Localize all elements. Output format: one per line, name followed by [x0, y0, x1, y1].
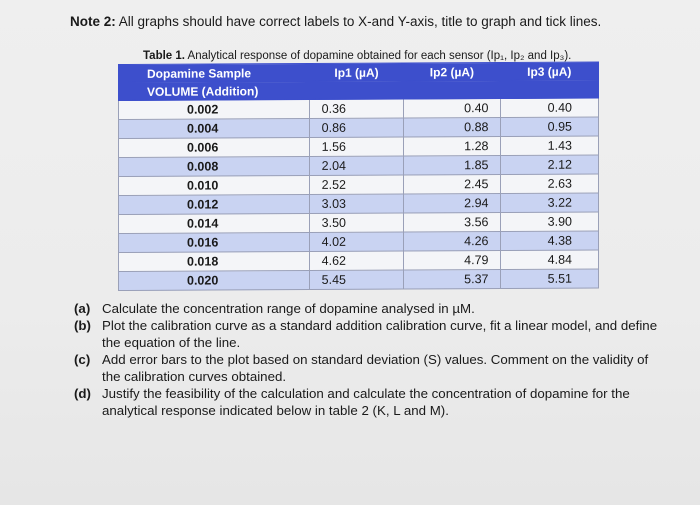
- table-row: 0.008 2.04 1.85 2.12: [118, 154, 599, 177]
- header-ip2: Ip2 (µA): [403, 62, 500, 82]
- question-text: Calculate the concentration range of dop…: [102, 301, 475, 316]
- table-row: 0.004 0.86 0.88 0.95: [118, 116, 599, 139]
- cell-ip2: 2.45: [403, 174, 500, 195]
- cell-ip2: 0.40: [403, 98, 500, 119]
- cell-ip1: 5.45: [309, 270, 404, 290]
- cell-ip1: 2.04: [309, 156, 404, 176]
- cell-ip3: 4.38: [500, 230, 599, 251]
- question-label: (a): [74, 301, 91, 316]
- header-volume-addition: VOLUME (Addition): [118, 81, 310, 101]
- header-ip3: Ip3 (µA): [500, 61, 599, 81]
- table-row: 0.018 4.62 4.79 4.84: [118, 249, 599, 272]
- cell-ip2: 0.88: [403, 117, 500, 138]
- header-blank: [500, 79, 599, 99]
- question-text: Add error bars to the plot based on stan…: [102, 352, 649, 384]
- header-dopamine-sample: Dopamine Sample: [118, 63, 310, 83]
- table-caption-text: Analytical response of dopamine obtained…: [187, 50, 572, 62]
- question-label: (d): [74, 386, 91, 401]
- table-row: 0.014 3.50 3.56 3.90: [118, 211, 599, 234]
- question-b: (b) Plot the calibration curve as a stan…: [74, 317, 664, 351]
- cell-ip2: 5.37: [403, 269, 500, 290]
- cell-ip2: 1.85: [403, 155, 500, 176]
- cell-ip3: 3.90: [500, 211, 599, 232]
- cell-ip3: 0.95: [500, 116, 599, 137]
- cell-ip1: 4.62: [309, 251, 404, 271]
- table-row: 0.020 5.45 5.37 5.51: [118, 268, 599, 291]
- cell-volume: 0.020: [118, 270, 310, 291]
- table-row: 0.002 0.36 0.40 0.40: [118, 97, 599, 120]
- question-label: (c): [74, 352, 91, 367]
- header-ip1: Ip1 (µA): [309, 63, 404, 82]
- cell-volume: 0.016: [118, 232, 310, 253]
- cell-ip3: 2.12: [500, 154, 599, 175]
- cell-ip2: 4.26: [403, 231, 500, 252]
- table-body: 0.002 0.36 0.40 0.40 0.004 0.86 0.88 0.95 0.006 1…: [118, 97, 599, 291]
- cell-ip3: 5.51: [500, 268, 599, 289]
- cell-ip1: 4.02: [309, 232, 404, 252]
- cell-ip1: 3.50: [309, 213, 404, 233]
- table-caption-prefix: Table 1.: [143, 50, 185, 62]
- question-text: Plot the calibration curve as a standard…: [102, 318, 658, 350]
- table-caption: Table 1. Analytical response of dopamine…: [143, 50, 571, 62]
- cell-volume: 0.010: [118, 175, 310, 196]
- header-blank: [309, 81, 404, 100]
- cell-volume: 0.012: [118, 194, 310, 215]
- question-text: Justify the feasibility of the calculati…: [102, 386, 630, 418]
- table-row: 0.006 1.56 1.28 1.43: [118, 135, 599, 158]
- cell-volume: 0.008: [118, 156, 310, 177]
- cell-volume: 0.014: [118, 213, 310, 234]
- note-text: All graphs should have correct labels to…: [118, 14, 602, 29]
- cell-ip3: 1.43: [500, 135, 599, 156]
- table-row: 0.016 4.02 4.26 4.38: [118, 230, 599, 253]
- header-blank: [403, 80, 500, 100]
- cell-ip1: 0.86: [309, 118, 404, 138]
- cell-volume: 0.002: [118, 99, 310, 120]
- cell-volume: 0.006: [118, 137, 310, 158]
- note-line: Note 2: All graphs should have correct l…: [70, 14, 601, 29]
- cell-ip3: 3.22: [500, 192, 599, 213]
- cell-ip2: 4.79: [403, 250, 500, 271]
- note-prefix: Note 2:: [70, 14, 116, 29]
- question-c: (c) Add error bars to the plot based on …: [74, 351, 664, 385]
- cell-ip3: 0.40: [500, 97, 599, 118]
- cell-volume: 0.018: [118, 251, 310, 272]
- cell-ip3: 4.84: [500, 249, 599, 270]
- cell-ip2: 3.56: [403, 212, 500, 233]
- question-a: (a) Calculate the concentration range of…: [74, 300, 664, 317]
- cell-ip1: 2.52: [309, 175, 404, 195]
- data-table: Dopamine Sample Ip1 (µA) Ip2 (µA) Ip3 (µ…: [118, 61, 599, 291]
- cell-ip1: 3.03: [309, 194, 404, 214]
- question-list: (a) Calculate the concentration range of…: [74, 300, 664, 419]
- cell-ip1: 1.56: [309, 137, 404, 157]
- cell-ip2: 1.28: [403, 136, 500, 157]
- table-row: 0.012 3.03 2.94 3.22: [118, 192, 599, 215]
- cell-volume: 0.004: [118, 118, 310, 139]
- question-label: (b): [74, 318, 91, 333]
- question-d: (d) Justify the feasibility of the calcu…: [74, 385, 664, 419]
- cell-ip2: 2.94: [403, 193, 500, 214]
- table-row: 0.010 2.52 2.45 2.63: [118, 173, 599, 196]
- cell-ip1: 0.36: [309, 99, 404, 119]
- cell-ip3: 2.63: [500, 173, 599, 194]
